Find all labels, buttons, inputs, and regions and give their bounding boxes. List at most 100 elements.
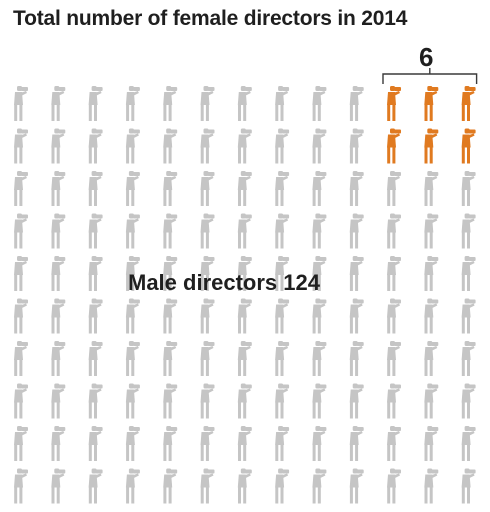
- male-director-icon: [200, 128, 215, 164]
- male-director-icon: [200, 383, 215, 419]
- male-director-icon: [14, 128, 28, 164]
- male-director-icon: [88, 341, 103, 376]
- male-director-icon: [349, 171, 364, 206]
- male-director-icon: [312, 426, 327, 461]
- male-director-icon: [387, 213, 401, 249]
- male-director-icon: [237, 128, 252, 164]
- male-director-icon: [14, 86, 28, 121]
- male-director-icon: [51, 341, 66, 376]
- male-director-icon: [14, 468, 28, 504]
- male-director-icon: [312, 86, 327, 121]
- male-director-icon: [14, 171, 28, 206]
- male-director-icon: [312, 298, 327, 334]
- male-director-icon: [51, 468, 66, 504]
- female-director-icon: [461, 86, 476, 121]
- male-director-icon: [387, 341, 401, 376]
- male-director-icon: [200, 426, 215, 461]
- male-director-icon: [14, 256, 28, 291]
- male-director-icon: [349, 383, 364, 419]
- male-director-icon: [14, 341, 28, 376]
- male-director-icon: [237, 468, 252, 504]
- male-director-icon: [125, 468, 140, 504]
- male-director-icon: [125, 341, 140, 376]
- male-director-icon: [163, 426, 178, 461]
- male-director-icon: [275, 426, 290, 461]
- male-director-icon: [275, 171, 290, 206]
- male-director-icon: [51, 256, 66, 291]
- male-director-icon: [275, 128, 290, 164]
- male-director-icon: [424, 468, 439, 504]
- male-director-icon: [163, 468, 178, 504]
- male-director-icon: [200, 171, 215, 206]
- male-director-icon: [237, 341, 252, 376]
- male-director-icon: [163, 341, 178, 376]
- male-director-icon: [424, 383, 439, 419]
- male-director-icon: [88, 468, 103, 504]
- male-director-icon: [14, 298, 28, 334]
- male-director-icon: [312, 383, 327, 419]
- male-director-icon: [461, 468, 476, 504]
- female-count-label: 6: [419, 42, 434, 72]
- male-director-icon: [424, 426, 439, 461]
- male-director-icon: [88, 426, 103, 461]
- male-director-icon: [88, 383, 103, 419]
- male-director-icon: [237, 86, 252, 121]
- male-director-icon: [125, 213, 140, 249]
- male-director-icon: [424, 298, 439, 334]
- male-director-icon: [424, 341, 439, 376]
- male-director-icon: [51, 426, 66, 461]
- male-director-icon: [14, 426, 28, 461]
- male-director-icon: [312, 128, 327, 164]
- male-director-icon: [349, 426, 364, 461]
- female-director-icon: [424, 128, 439, 164]
- male-director-icon: [125, 426, 140, 461]
- male-director-icon: [88, 128, 103, 164]
- male-director-icon: [275, 468, 290, 504]
- male-director-icon: [461, 341, 476, 376]
- male-director-icon: [349, 341, 364, 376]
- female-director-icon: [387, 86, 401, 121]
- male-director-icon: [312, 256, 327, 291]
- male-director-icon: [163, 213, 178, 249]
- male-director-icon: [424, 171, 439, 206]
- male-director-icon: [237, 171, 252, 206]
- male-director-icon: [237, 213, 252, 249]
- female-bracket-line: [382, 68, 478, 84]
- male-director-icon: [51, 383, 66, 419]
- director-icons: [14, 86, 476, 504]
- male-director-icon: [387, 256, 401, 291]
- male-director-icon: [200, 468, 215, 504]
- male-director-icon: [275, 298, 290, 334]
- male-director-icon: [349, 468, 364, 504]
- male-director-icon: [312, 341, 327, 376]
- male-director-icon: [125, 383, 140, 419]
- male-director-icon: [14, 383, 28, 419]
- male-director-icon: [461, 213, 476, 249]
- male-director-icon: [200, 341, 215, 376]
- female-bracket: [382, 68, 478, 84]
- female-director-icon: [424, 86, 439, 121]
- male-director-icon: [14, 213, 28, 249]
- chart-title: Total number of female directors in 2014: [13, 7, 408, 30]
- male-director-icon: [51, 128, 66, 164]
- male-director-icon: [275, 256, 290, 291]
- male-director-icon: [424, 213, 439, 249]
- male-director-icon: [312, 468, 327, 504]
- male-director-icon: [275, 213, 290, 249]
- female-director-icon: [461, 128, 476, 164]
- male-director-icon: [387, 171, 401, 206]
- male-director-icon: [275, 383, 290, 419]
- male-director-icon: [51, 213, 66, 249]
- male-director-icon: [88, 213, 103, 249]
- male-director-icon: [200, 86, 215, 121]
- male-director-icon: [125, 256, 140, 291]
- female-director-icon: [387, 128, 401, 164]
- male-director-icon: [312, 213, 327, 249]
- male-director-icon: [237, 426, 252, 461]
- male-director-icon: [387, 383, 401, 419]
- male-director-icon: [163, 298, 178, 334]
- male-director-icon: [461, 171, 476, 206]
- male-director-icon: [163, 128, 178, 164]
